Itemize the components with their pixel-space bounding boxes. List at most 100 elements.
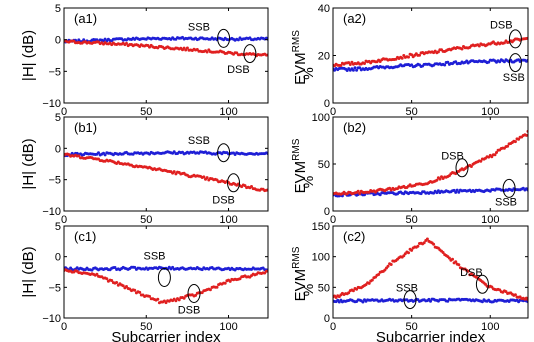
- x-axis-label: Subcarrier index: [111, 329, 221, 342]
- series-dsb-c2: [333, 237, 528, 302]
- data-point: [363, 62, 366, 65]
- y-tick-label: −10: [42, 98, 61, 110]
- data-point: [495, 151, 498, 154]
- y-tick-label: −5: [48, 66, 61, 78]
- data-point: [184, 48, 188, 52]
- panel-label: (a2): [343, 11, 366, 26]
- plot-frame: [63, 7, 269, 104]
- annotation-ellipse: [502, 178, 516, 198]
- x-tick-label: 50: [406, 214, 418, 226]
- x-tick-label: 100: [219, 106, 237, 118]
- plot-frame: [63, 116, 269, 212]
- panel-label: (c2): [343, 229, 365, 244]
- annotation-ellipse: [227, 173, 240, 193]
- panel-label: (b1): [74, 120, 97, 135]
- annotation-label: SSB: [396, 282, 418, 294]
- series-dsb-b1: [64, 152, 268, 193]
- data-point: [451, 257, 454, 261]
- data-point: [355, 68, 359, 72]
- y-tick-label: 5: [55, 221, 61, 233]
- data-point: [441, 251, 445, 254]
- annotation-ellipse: [217, 28, 231, 48]
- plot-frame: [332, 225, 529, 319]
- data-point: [82, 38, 86, 42]
- data-point: [361, 300, 365, 304]
- data-point: [205, 176, 209, 180]
- data-point: [377, 273, 381, 276]
- y-tick-label: 0: [324, 313, 330, 325]
- data-point: [95, 272, 99, 276]
- y-tick-label: −5: [48, 175, 61, 187]
- data-point: [177, 298, 181, 302]
- data-point: [105, 277, 109, 281]
- y-tick-label: 40: [318, 3, 330, 15]
- data-point: [498, 60, 502, 64]
- annotation-label: DSB: [212, 195, 235, 207]
- panel-label: (b2): [343, 120, 366, 135]
- data-point: [479, 159, 483, 163]
- data-point: [422, 241, 426, 245]
- data-point: [351, 68, 355, 72]
- panel-a2: 0 50 100 40 20 0 (a2) EVMRMS% DSB SSB: [291, 3, 529, 118]
- y-tick-label: 5: [55, 3, 61, 15]
- data-point: [502, 60, 506, 64]
- data-point: [490, 155, 494, 159]
- data-point: [480, 300, 484, 304]
- annotation-ellipse: [508, 53, 522, 73]
- data-point: [410, 248, 414, 252]
- panel-label: (c1): [74, 229, 96, 244]
- data-point: [502, 41, 506, 45]
- data-point: [205, 50, 209, 54]
- data-point: [356, 189, 360, 193]
- y-tick-label: −10: [42, 313, 61, 325]
- annotation-label: DSB: [490, 20, 513, 32]
- data-point: [110, 279, 114, 282]
- data-point: [454, 260, 458, 264]
- data-point: [454, 190, 458, 194]
- annotation-label: SSB: [143, 250, 165, 262]
- data-point: [243, 184, 247, 188]
- y-tick-label: 0: [55, 35, 61, 47]
- annotation-label: SSB: [188, 135, 210, 147]
- annotation-label: SSB: [503, 72, 525, 84]
- x-tick-label: 50: [140, 321, 152, 333]
- data-point: [443, 63, 447, 67]
- plot-frame: [63, 225, 269, 319]
- data-point: [351, 289, 355, 293]
- data-point: [185, 46, 189, 50]
- data-point: [223, 281, 227, 285]
- data-point: [416, 244, 420, 248]
- annotation-ellipse: [455, 158, 469, 178]
- x-tick-label: 0: [61, 106, 67, 118]
- series-ssb-b1: [64, 150, 268, 158]
- annotation-ellipse: [508, 29, 522, 49]
- data-point: [156, 297, 160, 301]
- data-point: [477, 44, 481, 48]
- data-point: [103, 153, 107, 157]
- x-tick-label: 100: [219, 214, 237, 226]
- data-point: [513, 140, 517, 144]
- data-point: [425, 237, 429, 241]
- data-point: [383, 268, 387, 272]
- y-tick-label: −10: [42, 206, 61, 218]
- series-dsb-a2: [333, 36, 528, 68]
- data-point: [172, 170, 176, 174]
- data-point: [228, 279, 232, 283]
- data-point: [208, 288, 212, 292]
- annotation-label: DSB: [441, 151, 464, 163]
- data-point: [348, 63, 352, 66]
- data-point: [370, 278, 374, 282]
- x-tick-label: 100: [481, 106, 499, 118]
- x-tick-label: 100: [481, 321, 499, 333]
- data-point: [97, 151, 100, 155]
- data-point: [358, 66, 362, 70]
- x-tick-label: 50: [140, 214, 152, 226]
- data-point: [435, 178, 439, 182]
- annotation-ellipse: [157, 268, 171, 287]
- annotation-label: SSB: [495, 197, 517, 209]
- y-tick-label: 0: [55, 143, 61, 155]
- y-axis-label: EVMRMS%: [291, 138, 316, 193]
